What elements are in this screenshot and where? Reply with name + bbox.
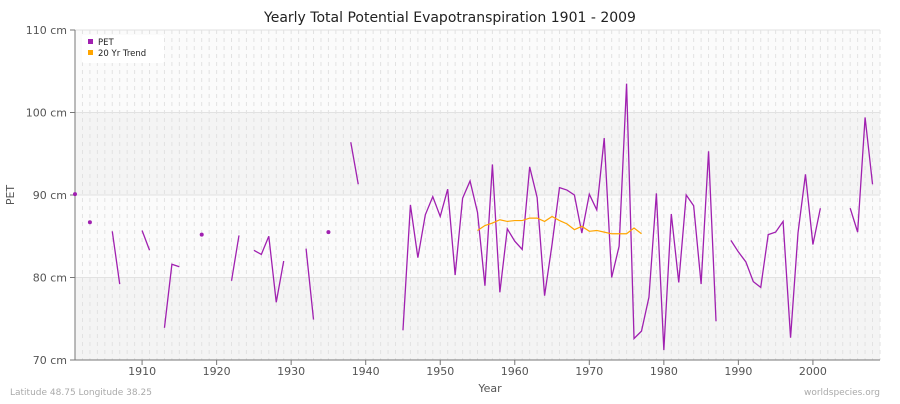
series-line bbox=[730, 174, 822, 338]
y-axis-label: PET bbox=[4, 185, 17, 206]
legend-label: PET bbox=[98, 38, 114, 48]
footer-coords: Latitude 48.75 Longitude 38.25 bbox=[10, 388, 152, 398]
series-line bbox=[402, 83, 717, 351]
x-tick-label: 1920 bbox=[203, 365, 231, 378]
legend-swatch bbox=[88, 39, 93, 44]
series-line bbox=[141, 230, 151, 251]
series-line bbox=[477, 215, 642, 235]
series-line bbox=[849, 117, 874, 233]
series-line bbox=[230, 235, 240, 281]
chart-title: Yearly Total Potential Evapotranspiratio… bbox=[263, 10, 636, 26]
y-tick-label: 110 cm bbox=[26, 24, 67, 37]
series-line bbox=[350, 142, 359, 185]
footer-source: worldspecies.org bbox=[804, 388, 880, 398]
series-line bbox=[111, 231, 121, 285]
series-line bbox=[253, 236, 285, 303]
data-point bbox=[199, 232, 204, 237]
series-line bbox=[305, 248, 315, 320]
x-tick-label: 2000 bbox=[799, 365, 827, 378]
x-tick-label: 1950 bbox=[426, 365, 454, 378]
x-tick-label: 1990 bbox=[724, 365, 752, 378]
y-tick-label: 70 cm bbox=[33, 354, 67, 367]
data-point bbox=[87, 220, 92, 225]
x-tick-label: 1930 bbox=[277, 365, 305, 378]
x-tick-label: 1960 bbox=[501, 365, 529, 378]
y-tick-label: 80 cm bbox=[33, 272, 67, 285]
legend-swatch bbox=[88, 50, 93, 55]
x-tick-label: 1970 bbox=[575, 365, 603, 378]
y-tick-label: 90 cm bbox=[33, 189, 67, 202]
data-point bbox=[326, 230, 331, 235]
x-tick-label: 1940 bbox=[352, 365, 380, 378]
x-tick-label: 1980 bbox=[650, 365, 678, 378]
y-tick-label: 100 cm bbox=[26, 107, 67, 120]
series-line bbox=[163, 263, 180, 328]
legend-label: 20 Yr Trend bbox=[98, 49, 146, 59]
x-axis-label: Year bbox=[477, 382, 502, 395]
data-point bbox=[73, 192, 77, 197]
x-tick-label: 1910 bbox=[128, 365, 156, 378]
legend bbox=[82, 35, 164, 63]
